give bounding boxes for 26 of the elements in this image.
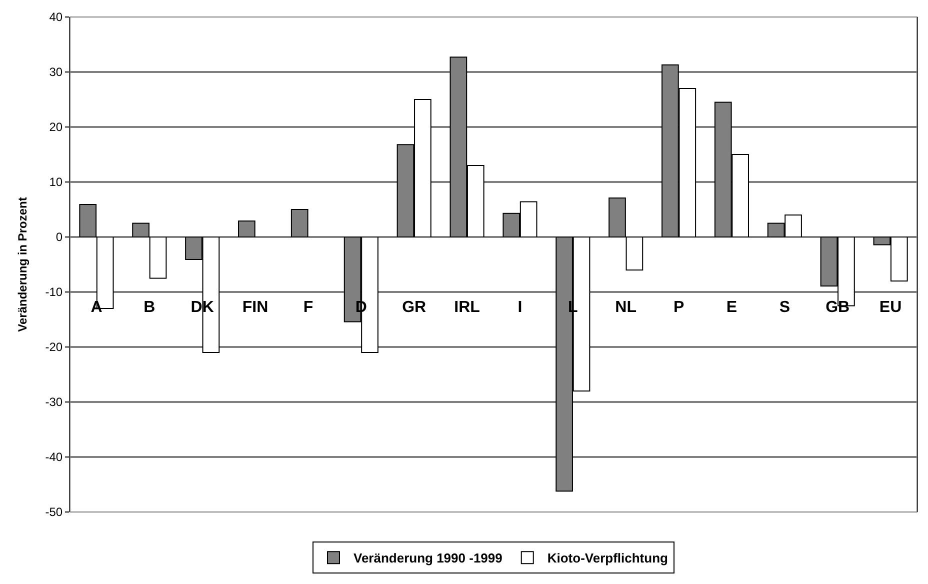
x-tick-label: GB [826, 298, 850, 316]
x-tick-label: EU [879, 298, 902, 316]
x-tick-label: L [568, 298, 578, 316]
x-tick-label: FIN [242, 298, 268, 316]
x-tick-label: I [518, 298, 522, 316]
y-tick-label: -30 [45, 395, 63, 410]
y-tick-label: 30 [49, 65, 63, 80]
x-tick-label: GR [402, 298, 427, 316]
y-tick-label: 10 [49, 175, 63, 190]
legend-label: Veränderung 1990 -1999 [354, 550, 502, 566]
x-tick-label: S [779, 298, 790, 316]
x-tick-label: E [726, 298, 738, 316]
y-tick-label: 20 [49, 120, 63, 134]
y-tick-label: -10 [45, 285, 63, 300]
y-tick-label: 40 [49, 10, 63, 24]
x-tick-label: F [303, 298, 314, 316]
y-axis-title: Veränderung in Prozent [16, 197, 30, 332]
legend-label: Kioto-Verpflichtung [547, 550, 668, 566]
y-tick-label: -40 [45, 450, 63, 464]
y-tick-label: 0 [56, 230, 63, 244]
y-tick-label: -50 [45, 505, 63, 520]
x-tick-label: NL [615, 298, 637, 316]
y-tick-label: -20 [45, 340, 63, 354]
x-tick-label: IRL [454, 298, 480, 316]
x-tick-label: P [673, 298, 684, 316]
x-tick-label: B [144, 298, 156, 316]
